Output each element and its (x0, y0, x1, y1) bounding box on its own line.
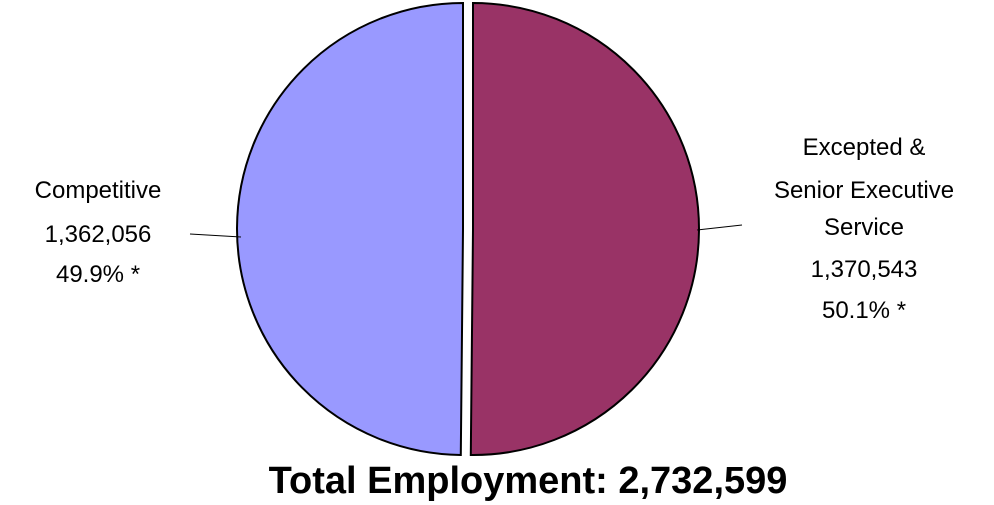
slice-label-competitive: Competitive 1,362,056 49.9% * (35, 177, 162, 288)
leader-line-competitive (189, 233, 242, 238)
excepted-label-line-2: Senior Executive (774, 177, 954, 204)
excepted-label-line-1: Excepted & (803, 134, 926, 161)
excepted-label-line-4: 1,370,543 (811, 256, 918, 283)
total-employment-label: Total Employment: 2,732,599 (269, 460, 788, 502)
excepted-label-line-3: Service (824, 214, 904, 241)
pie-slices (236, 1, 700, 457)
leader-line-excepted (696, 224, 743, 231)
excepted-label-line-5: 50.1% * (822, 297, 906, 324)
slice-competitive (236, 1, 464, 456)
slice-excepted-senior-executive-service (469, 2, 700, 457)
slice-label-excepted: Excepted & Senior Executive Service 1,37… (774, 134, 954, 324)
competitive-label-line-3: 49.9% * (56, 261, 140, 288)
competitive-label-line-2: 1,362,056 (45, 221, 152, 248)
leader-lines (189, 224, 743, 238)
competitive-label-line-1: Competitive (35, 177, 162, 204)
